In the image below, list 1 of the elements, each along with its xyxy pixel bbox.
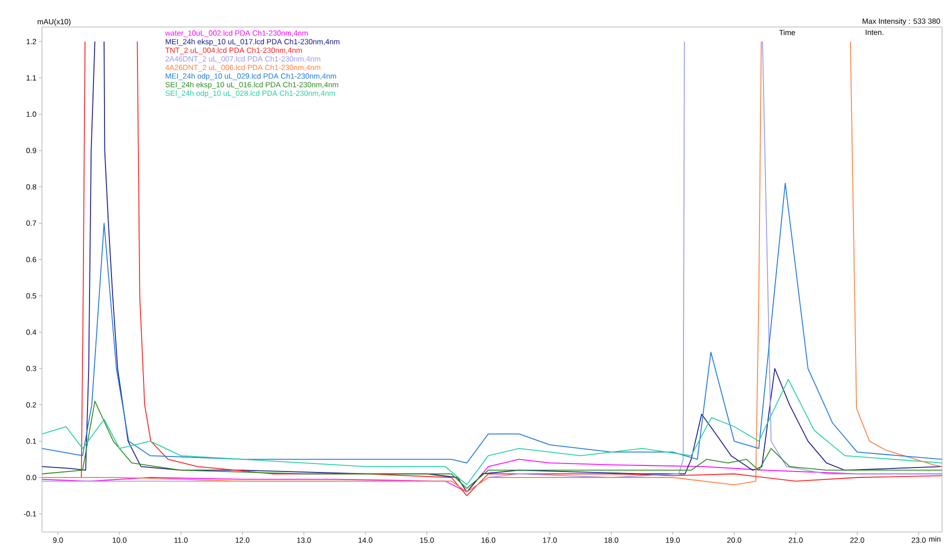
line-series	[42, 378, 942, 486]
